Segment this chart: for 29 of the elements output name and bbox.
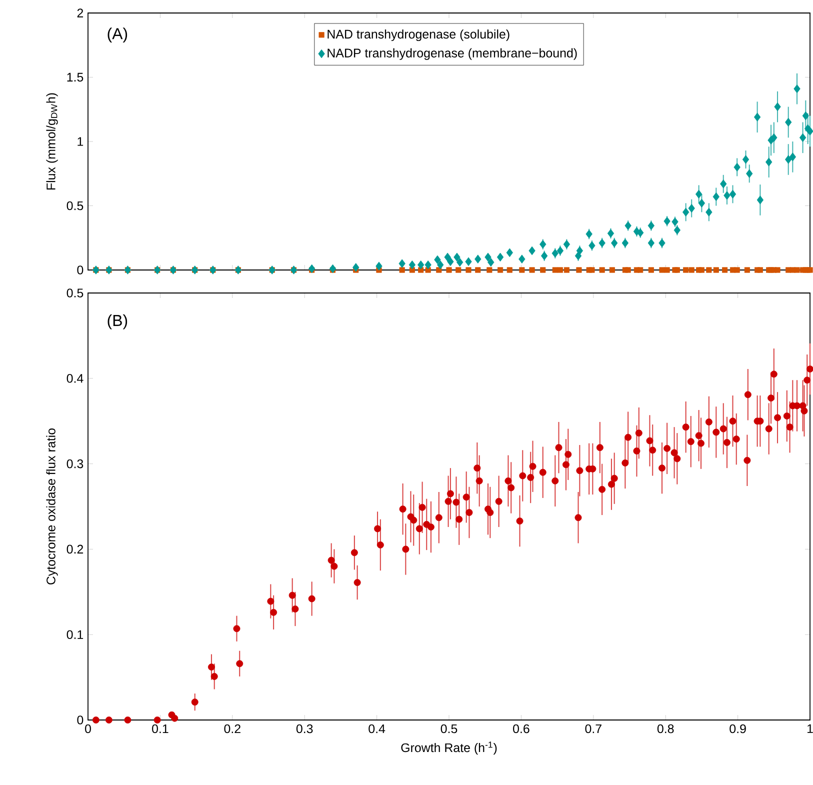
y-tick-label: 0.3 — [66, 459, 84, 468]
y-tick-label: 1.5 — [67, 72, 84, 82]
x-tick-label: 0.1 — [152, 724, 168, 734]
x-tick-label: 0.3 — [296, 724, 313, 734]
x-axis-title: Growth Rate (h$^{-1}$) — [401, 742, 497, 755]
x-tick-label: 0.4 — [368, 724, 386, 734]
annotation: (A) — [108, 28, 128, 42]
y-tick-label: 1 — [78, 137, 84, 146]
annotation: (B) — [108, 314, 128, 330]
x-tick-label: 0.2 — [224, 724, 240, 734]
x-tick-label: 0.9 — [730, 724, 746, 734]
x-tick-label: 0.5 — [440, 724, 458, 734]
y-axis-title: Flux (mmol/g$_{DW}$h) — [46, 93, 58, 190]
legend-label: NAD transhydrogenase (solubile) — [328, 29, 510, 42]
y-tick-label: 2 — [77, 8, 84, 18]
y-tick-label: 0.5 — [66, 201, 84, 210]
legend-label: NADP transhydrogenase (membrane−bound) — [328, 48, 577, 60]
x-tick-label: 0 — [85, 724, 91, 734]
x-tick-label: 0.7 — [585, 724, 602, 734]
y-tick-label: 0.2 — [66, 544, 84, 554]
y-tick-label: 0.1 — [66, 630, 84, 640]
y-tick-label: 0.5 — [66, 288, 84, 298]
x-tick-label: 0.8 — [657, 724, 674, 734]
y-tick-label: 0 — [77, 266, 84, 274]
x-tick-label: 0.6 — [513, 724, 530, 734]
y-axis-title: Cytocrome oxidase flux ratio — [46, 428, 58, 584]
y-tick-label: 0.4 — [66, 374, 84, 383]
x-tick-label: 1 — [808, 724, 813, 733]
y-tick-label: 0 — [77, 716, 84, 724]
